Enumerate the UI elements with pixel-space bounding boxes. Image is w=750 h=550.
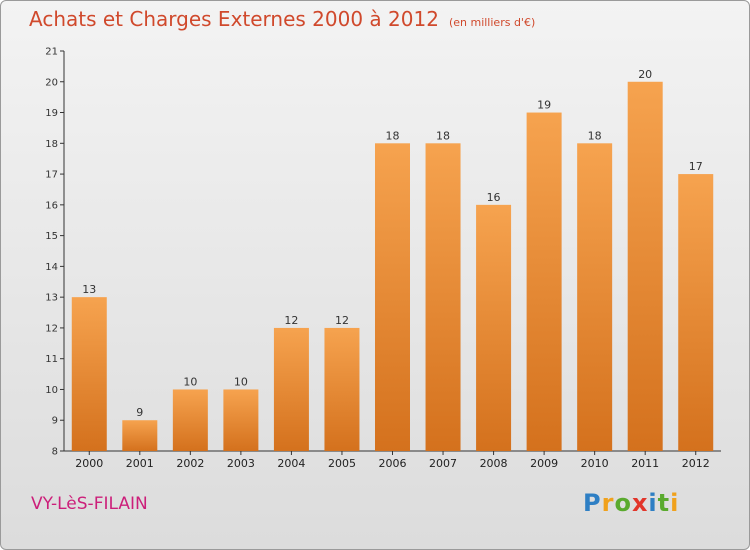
y-tick-label: 8 bbox=[52, 447, 58, 458]
bar bbox=[678, 174, 714, 452]
y-tick-label: 16 bbox=[45, 200, 58, 211]
chart-subtitle: (en milliers d'€) bbox=[448, 16, 536, 29]
bar-value-label: 17 bbox=[689, 160, 703, 173]
bar-value-label: 12 bbox=[335, 314, 349, 327]
logo-letter: i bbox=[670, 489, 680, 517]
commune-name: VY-LèS-FILAIN bbox=[31, 494, 148, 514]
logo-letter: r bbox=[601, 489, 615, 517]
x-tick-label: 2011 bbox=[631, 457, 659, 470]
x-tick-label: 2005 bbox=[328, 457, 356, 470]
bar-value-label: 18 bbox=[588, 129, 602, 142]
x-tick-label: 2001 bbox=[126, 457, 154, 470]
x-tick-label: 2000 bbox=[75, 457, 103, 470]
y-tick-label: 20 bbox=[45, 77, 58, 88]
logo-letter: i bbox=[648, 489, 658, 517]
bar bbox=[425, 143, 461, 452]
x-tick-label: 2002 bbox=[176, 457, 204, 470]
bar-value-label: 18 bbox=[386, 129, 400, 142]
y-tick-label: 19 bbox=[45, 108, 58, 119]
bar-value-label: 18 bbox=[436, 129, 450, 142]
y-tick-label: 11 bbox=[45, 354, 58, 365]
chart-title: Achats et Charges Externes 2000 à 2012 (e… bbox=[29, 7, 535, 31]
x-tick-label: 2008 bbox=[480, 457, 508, 470]
y-tick-label: 17 bbox=[45, 170, 58, 181]
bar bbox=[71, 297, 107, 451]
y-tick-label: 12 bbox=[45, 323, 58, 334]
bar-value-label: 10 bbox=[234, 375, 248, 388]
bar bbox=[476, 204, 512, 451]
x-tick-label: 2007 bbox=[429, 457, 457, 470]
x-tick-label: 2012 bbox=[682, 457, 710, 470]
bar bbox=[122, 420, 158, 451]
logo-letter: o bbox=[614, 489, 632, 517]
bar bbox=[172, 389, 208, 451]
y-tick-label: 13 bbox=[45, 293, 58, 304]
bar bbox=[324, 327, 360, 451]
y-tick-label: 15 bbox=[45, 231, 58, 242]
logo-letter: x bbox=[631, 489, 649, 517]
bar bbox=[273, 327, 309, 451]
bar-value-label: 10 bbox=[183, 375, 197, 388]
x-tick-label: 2010 bbox=[581, 457, 609, 470]
x-tick-label: 2009 bbox=[530, 457, 558, 470]
logo-letter: P bbox=[583, 489, 602, 517]
bar-value-label: 12 bbox=[284, 314, 298, 327]
bar bbox=[627, 81, 663, 452]
bar bbox=[526, 112, 562, 452]
bar-value-label: 13 bbox=[82, 283, 96, 296]
y-tick-label: 18 bbox=[45, 139, 58, 150]
bar-value-label: 9 bbox=[136, 406, 143, 419]
bar bbox=[375, 143, 410, 452]
bar bbox=[223, 389, 259, 451]
proxiti-logo: Proxiti bbox=[583, 489, 679, 517]
bar-value-label: 20 bbox=[638, 68, 652, 81]
y-tick-label: 14 bbox=[45, 262, 58, 273]
chart-title-text: Achats et Charges Externes 2000 à 2012 bbox=[29, 7, 439, 31]
x-tick-label: 2006 bbox=[379, 457, 407, 470]
x-tick-label: 2003 bbox=[227, 457, 255, 470]
y-tick-label: 9 bbox=[52, 416, 58, 427]
x-tick-label: 2004 bbox=[277, 457, 305, 470]
bar-value-label: 16 bbox=[487, 191, 501, 204]
logo-letter: t bbox=[657, 489, 671, 517]
y-tick-label: 10 bbox=[45, 385, 58, 396]
bar-value-label: 19 bbox=[537, 99, 551, 112]
y-tick-label: 21 bbox=[45, 47, 58, 58]
bar bbox=[577, 143, 613, 452]
